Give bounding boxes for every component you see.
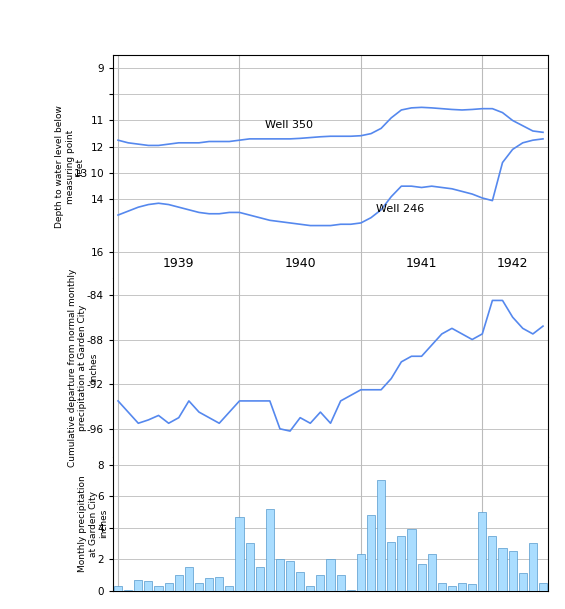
Bar: [236, 516, 244, 591]
Bar: [407, 529, 415, 591]
Bar: [164, 583, 173, 591]
Bar: [316, 575, 324, 591]
Bar: [255, 567, 264, 591]
Bar: [185, 567, 193, 591]
Y-axis label: Monthly precipitation
at Garden City
inches: Monthly precipitation at Garden City inc…: [79, 476, 108, 572]
Bar: [448, 586, 456, 591]
Text: 1939: 1939: [163, 257, 194, 270]
Bar: [205, 578, 213, 591]
Bar: [134, 580, 142, 591]
Bar: [498, 548, 507, 591]
Text: 1942: 1942: [497, 257, 528, 270]
Bar: [529, 543, 537, 591]
Bar: [488, 535, 497, 591]
Bar: [387, 542, 396, 591]
Text: 1941: 1941: [406, 257, 437, 270]
Text: Well 246: Well 246: [376, 204, 424, 214]
Bar: [377, 481, 385, 591]
Bar: [266, 509, 274, 591]
Y-axis label: Depth to water level below
measuring point
feet: Depth to water level below measuring poi…: [55, 105, 85, 228]
Bar: [154, 586, 163, 591]
Bar: [195, 583, 203, 591]
Bar: [246, 543, 254, 591]
Text: 1940: 1940: [284, 257, 316, 270]
Bar: [357, 554, 365, 591]
Bar: [286, 561, 294, 591]
Bar: [114, 586, 122, 591]
Bar: [539, 583, 547, 591]
Bar: [367, 515, 375, 591]
Y-axis label: Cumulative departure from normal monthly
precipitation at Garden City
inches: Cumulative departure from normal monthly…: [68, 268, 98, 466]
Bar: [458, 583, 466, 591]
Bar: [438, 583, 446, 591]
Bar: [468, 585, 476, 591]
Bar: [175, 575, 183, 591]
Bar: [519, 574, 527, 591]
Bar: [124, 590, 132, 591]
Bar: [145, 581, 153, 591]
Bar: [225, 586, 233, 591]
Bar: [215, 577, 223, 591]
Bar: [327, 559, 334, 591]
Bar: [508, 551, 516, 591]
Bar: [276, 559, 284, 591]
Bar: [347, 590, 355, 591]
Bar: [418, 564, 425, 591]
Text: Well 350: Well 350: [265, 120, 313, 130]
Bar: [478, 512, 486, 591]
Bar: [306, 586, 314, 591]
Bar: [428, 554, 436, 591]
Bar: [397, 535, 406, 591]
Bar: [296, 572, 304, 591]
Bar: [337, 575, 345, 591]
